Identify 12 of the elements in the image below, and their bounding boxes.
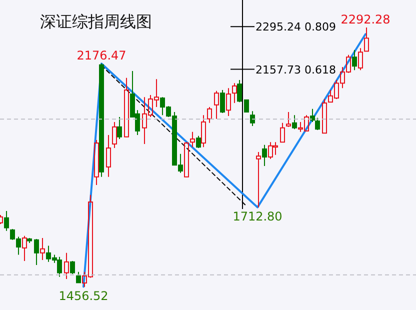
candlestick (232, 82, 237, 104)
candlestick (40, 238, 45, 261)
annotation: 1712.80 (232, 209, 282, 224)
annotation: 1456.52 (58, 288, 108, 303)
text: 深证综指周线图 (40, 12, 152, 31)
ref-line-label: 2295.24 0.809 (256, 20, 336, 34)
ref-line-label: 2157.73 0.618 (256, 63, 336, 76)
candlestick (106, 134, 111, 178)
candlestick (190, 131, 195, 148)
annotation: 2176.47 (76, 48, 126, 62)
annotation: 2292.28 (340, 12, 390, 27)
candlestick (226, 88, 231, 117)
